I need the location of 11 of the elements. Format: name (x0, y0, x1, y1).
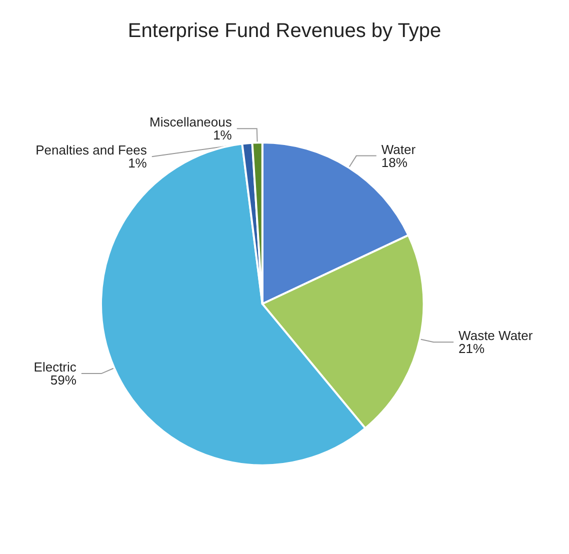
slice-label: Electric (34, 360, 77, 375)
data-label: 1% (128, 156, 148, 171)
slice-label: Penalties and Fees (36, 142, 148, 158)
slice-label: Water (381, 142, 416, 157)
data-label: 21% (458, 341, 486, 356)
chart-title: Enterprise Fund Revenues by Type (128, 20, 442, 42)
data-label: 18% (381, 154, 408, 170)
slice-label: Waste Water (458, 328, 534, 344)
data-label: 59% (50, 372, 77, 388)
data-label: 1% (213, 128, 232, 143)
slice-label: Miscellaneous (149, 114, 232, 130)
